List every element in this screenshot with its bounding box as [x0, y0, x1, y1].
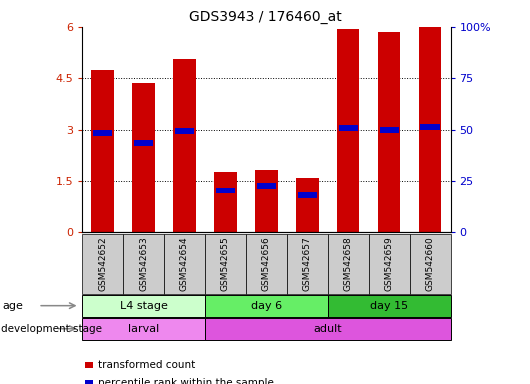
Text: percentile rank within the sample: percentile rank within the sample	[98, 378, 273, 384]
Bar	[134, 140, 153, 146]
Bar	[173, 60, 196, 232]
Bar	[378, 32, 400, 232]
Text: GSM542655: GSM542655	[221, 237, 230, 291]
Text: GSM542653: GSM542653	[139, 237, 148, 291]
Text: GSM542658: GSM542658	[343, 237, 352, 291]
Text: development stage: development stage	[1, 324, 102, 334]
Bar	[339, 125, 358, 131]
Text: larval: larval	[128, 324, 159, 334]
Bar	[93, 130, 112, 136]
Bar	[216, 188, 235, 194]
Text: adult: adult	[313, 324, 342, 334]
Text: GSM542659: GSM542659	[385, 237, 394, 291]
Bar	[296, 177, 319, 232]
Text: GSM542656: GSM542656	[262, 237, 271, 291]
Bar	[214, 172, 237, 232]
Bar	[255, 170, 278, 232]
Text: day 6: day 6	[251, 301, 282, 311]
Text: GSM542657: GSM542657	[303, 237, 312, 291]
Bar	[132, 83, 155, 232]
Text: age: age	[3, 301, 23, 311]
Bar	[379, 127, 399, 132]
Bar	[337, 28, 359, 232]
Text: transformed count: transformed count	[98, 360, 195, 370]
Text: L4 stage: L4 stage	[120, 301, 167, 311]
Text: day 15: day 15	[370, 301, 408, 311]
Bar	[420, 124, 439, 130]
Text: GDS3943 / 176460_at: GDS3943 / 176460_at	[189, 10, 341, 23]
Text: GSM542654: GSM542654	[180, 237, 189, 291]
Bar	[419, 27, 441, 232]
Bar	[257, 183, 276, 189]
Bar	[91, 70, 114, 232]
Bar	[175, 128, 194, 134]
Text: GSM542652: GSM542652	[98, 237, 107, 291]
Text: GSM542660: GSM542660	[426, 237, 435, 291]
Bar	[298, 192, 317, 197]
